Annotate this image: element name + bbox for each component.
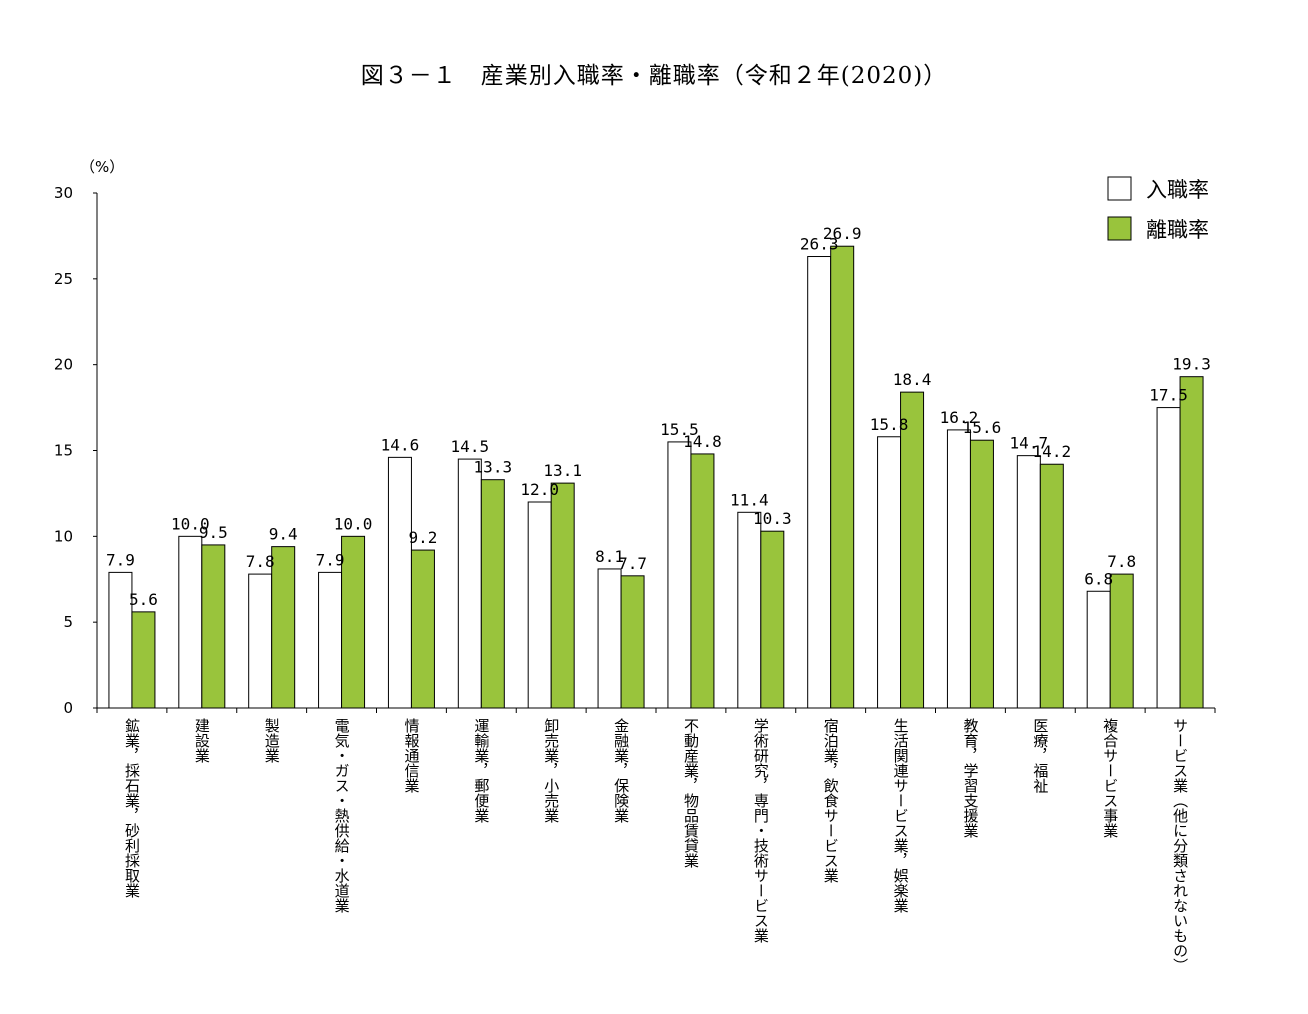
hiring-rate-bar	[807, 256, 832, 709]
separation-rate-bar	[410, 549, 435, 709]
value-labels: 7.9 10.0 7.8 7.9 14.6 14.5 12.0 8.1 15.5 11.4 26.3…	[106, 224, 1211, 609]
hiring-rate-bar	[1086, 590, 1111, 709]
separation-rate-bar	[201, 544, 226, 709]
hiring-rate-value-label: 16.2	[940, 408, 979, 427]
hiring-rate-bar	[527, 501, 552, 709]
separation-rate-value-label: 15.6	[963, 418, 1002, 437]
y-axis-unit-label: （%）	[80, 158, 124, 176]
hiring-rate-bar	[387, 456, 412, 709]
hiring-rate-bar	[248, 573, 273, 709]
hiring-rate-bar	[877, 436, 902, 709]
hiring-rate-value-label: 17.5	[1149, 386, 1188, 405]
separation-rate-value-label: 26.9	[823, 224, 862, 243]
hiring-rate-value-label: 14.5	[451, 437, 490, 456]
hiring-rate-value-label: 15.8	[870, 415, 909, 434]
hiring-rate-value-label: 12.0	[520, 480, 559, 499]
separation-rate-value-label: 9.5	[199, 523, 228, 542]
hiring-rate-value-label: 15.5	[660, 420, 699, 439]
hiring-rate-value-label: 8.1	[595, 547, 624, 566]
category-label: 製造業	[263, 718, 281, 763]
separation-rate-bar	[760, 530, 785, 709]
category-label: 鉱業，採石業，砂利採取業	[123, 717, 141, 898]
separation-rate-value-label: 18.4	[893, 370, 932, 389]
x-axis	[96, 707, 1216, 713]
hiring-rate-bar	[457, 458, 482, 709]
hiring-rate-bar	[1156, 407, 1181, 709]
legend-label-separation-rate: 離職率	[1146, 218, 1209, 242]
hiring-rate-value-label: 26.3	[800, 235, 839, 254]
separation-rate-value-label: 10.0	[334, 514, 373, 533]
separation-rate-value-label: 13.3	[474, 458, 513, 477]
separation-rate-value-label: 14.8	[683, 432, 722, 451]
separation-rate-value-label: 14.2	[1033, 442, 1072, 461]
hiring-rate-value-label: 7.9	[316, 550, 345, 569]
category-label: 卸売業，小売業	[542, 718, 560, 823]
separation-rate-value-label: 10.3	[753, 509, 792, 528]
category-label: 宿泊業，飲食サービス業	[822, 718, 840, 883]
category-label: 不動産業，物品賃貸業	[682, 718, 700, 868]
separation-rate-bar	[1039, 463, 1064, 709]
separation-rate-bar	[271, 546, 296, 709]
legend-swatch-hiring-rate	[1107, 176, 1132, 201]
category-label: 複合サービス事業	[1101, 718, 1119, 838]
hiring-rate-bar	[178, 535, 203, 709]
hiring-rate-value-label: 7.9	[106, 550, 135, 569]
hiring-rate-bar	[318, 571, 343, 709]
category-label: 電気・ガス・熱供給・水道業	[333, 718, 351, 913]
separation-rate-value-label: 13.1	[543, 461, 582, 480]
separation-rate-bar	[131, 611, 156, 709]
separation-rate-value-label: 7.8	[1107, 552, 1136, 571]
legend-label-hiring-rate: 入職率	[1146, 178, 1209, 202]
category-label: サービス業（他に分類されないもの）	[1171, 718, 1189, 973]
y-tick-label: 5	[63, 613, 73, 631]
hiring-rate-bar	[737, 511, 762, 709]
category-label: 生活関連サービス業，娯楽業	[892, 718, 910, 913]
separation-rate-value-label: 9.4	[269, 525, 298, 544]
category-labels: 鉱業，採石業，砂利採取業 建設業 製造業 電気・ガス・熱供給・水道業 情報通信業 運輸業，…	[123, 717, 1189, 973]
hiring-rate-value-label: 10.0	[171, 514, 210, 533]
category-label: 建設業	[193, 718, 211, 763]
legend-swatch-separation-rate	[1107, 216, 1132, 241]
hiring-rate-value-label: 11.4	[730, 490, 769, 509]
hiring-rate-bar	[667, 441, 692, 709]
separation-rate-value-label: 5.6	[129, 590, 158, 609]
category-label: 医療，福祉	[1031, 718, 1049, 793]
hiring-rate-value-label: 14.6	[381, 435, 420, 454]
separation-rate-value-label: 19.3	[1172, 355, 1211, 374]
y-axis: 0 5 10 15 20 25 30	[54, 184, 98, 717]
separation-rate-bar	[830, 245, 855, 709]
separation-rate-bar	[341, 535, 366, 709]
hiring-rate-bar	[1016, 455, 1041, 709]
hiring-rate-bar	[597, 568, 622, 709]
separation-rate-bar	[620, 575, 645, 709]
y-tick-label: 25	[54, 270, 73, 288]
hiring-rate-bar	[946, 429, 971, 709]
chart-title: 図３－１ 産業別入職率・離職率（令和２年(2020)）	[360, 63, 948, 89]
separation-rate-bar	[900, 391, 925, 709]
hiring-rate-value-label: 7.8	[246, 552, 275, 571]
bars	[108, 245, 1204, 709]
separation-rate-bar	[1179, 376, 1204, 709]
separation-rate-value-label: 9.2	[408, 528, 437, 547]
separation-rate-bar	[550, 482, 575, 709]
category-label: 情報通信業	[402, 718, 420, 793]
separation-rate-bar	[480, 479, 505, 709]
hiring-rate-value-label: 14.7	[1010, 434, 1049, 453]
y-tick-label: 30	[54, 184, 73, 202]
separation-rate-bar	[690, 453, 715, 709]
category-label: 教育，学習支援業	[961, 718, 979, 838]
category-label: 運輸業，郵便業	[472, 718, 490, 823]
separation-rate-value-label: 7.7	[618, 554, 647, 573]
category-label: 学術研究，専門・技術サービス業	[752, 718, 770, 943]
y-tick-label: 0	[63, 699, 73, 717]
y-tick-label: 20	[54, 356, 73, 374]
category-label: 金融業，保険業	[612, 718, 630, 823]
separation-rate-bar	[1109, 573, 1134, 709]
y-tick-label: 10	[54, 527, 73, 545]
hiring-rate-value-label: 6.8	[1084, 569, 1113, 588]
y-tick-label: 15	[54, 442, 73, 460]
separation-rate-bar	[969, 439, 994, 709]
